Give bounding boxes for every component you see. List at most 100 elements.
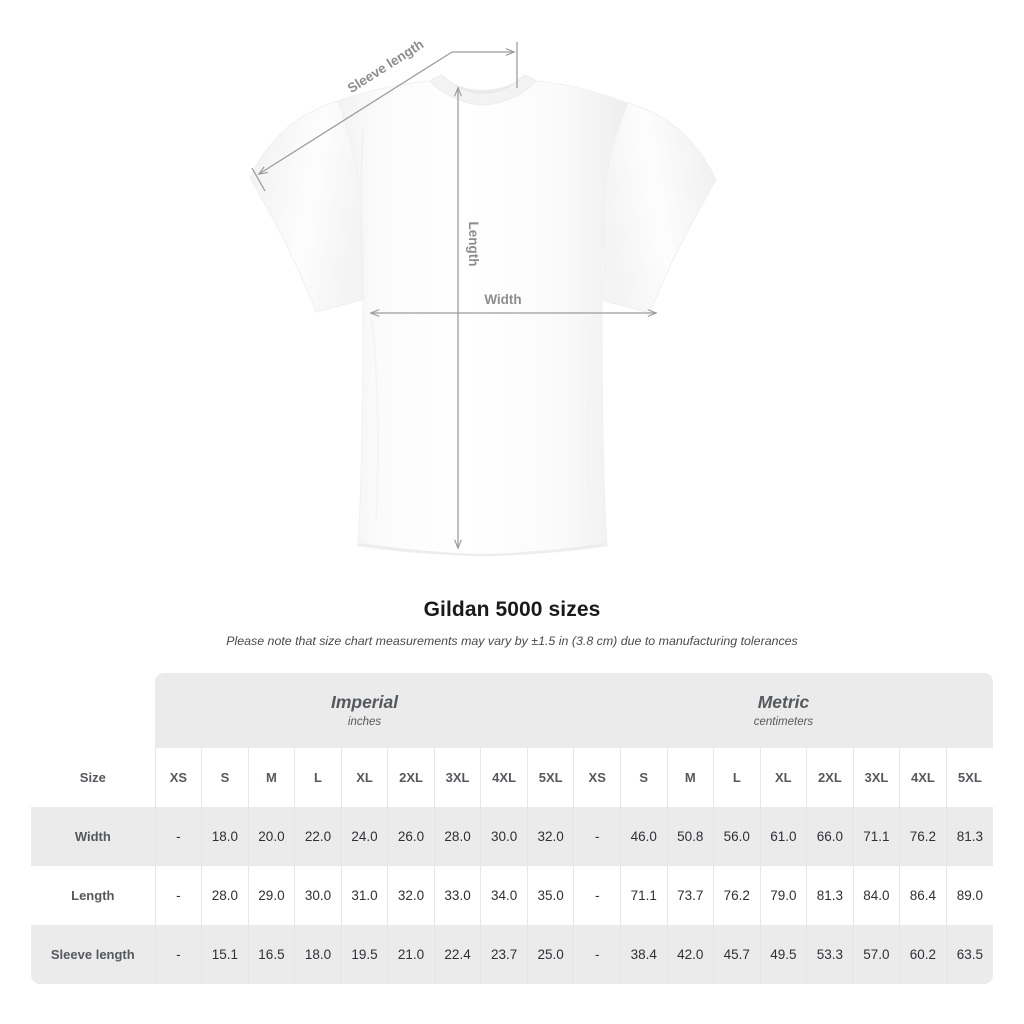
measurement-cell: 24.0 bbox=[340, 807, 388, 866]
measurement-cell: 22.4 bbox=[433, 925, 481, 984]
measurement-cell: 28.0 bbox=[201, 866, 249, 925]
size-column-header[interactable]: 4XL bbox=[480, 748, 528, 807]
length-label: Length bbox=[466, 222, 481, 267]
fold-left bbox=[370, 319, 380, 521]
width-label: Width bbox=[484, 292, 521, 307]
fold-right bbox=[586, 319, 596, 521]
tshirt-diagram: Sleeve length Length Width bbox=[249, 36, 717, 557]
measurement-cell: 19.5 bbox=[340, 925, 388, 984]
size-column-header[interactable]: 3XL bbox=[433, 748, 481, 807]
measurement-cell: 61.0 bbox=[759, 807, 807, 866]
size-column-header[interactable]: XS bbox=[573, 748, 621, 807]
measurement-cell: 63.5 bbox=[945, 925, 993, 984]
measurement-cell: 30.0 bbox=[480, 807, 528, 866]
table-row: Width -18.0 20.0 22.0 24.0 26.0 28.0 30.0 32.0-4… bbox=[31, 807, 993, 866]
measurement-cell: 76.2 bbox=[899, 807, 947, 866]
unit-system-label: Imperial bbox=[330, 692, 399, 712]
size-column-header[interactable]: 5XL bbox=[945, 748, 993, 807]
measurement-row-label: Sleeve length bbox=[31, 925, 156, 984]
measurement-cell: 42.0 bbox=[666, 925, 714, 984]
unit-band-row: Imperial inches Metric centimeters bbox=[31, 673, 993, 748]
unit-group-imperial: Imperial inches bbox=[155, 673, 574, 748]
size-column-header[interactable]: XS bbox=[154, 748, 202, 807]
size-column-header[interactable]: L bbox=[713, 748, 761, 807]
measurement-cell: 28.0 bbox=[433, 807, 481, 866]
size-header-row: Size XS S M L XL 2XL 3XL 4XL 5XL XS S M L XL 2XL 3XL 4XL 5… bbox=[31, 748, 993, 807]
measurement-cell: 23.7 bbox=[480, 925, 528, 984]
measurement-cell: 71.1 bbox=[619, 866, 667, 925]
measurement-cell: - bbox=[154, 807, 202, 866]
size-header-label: Size bbox=[31, 748, 156, 807]
measurement-cell: 30.0 bbox=[294, 866, 342, 925]
measurement-cell: 53.3 bbox=[806, 925, 854, 984]
measurement-cell: 18.0 bbox=[201, 807, 249, 866]
measurement-cell: - bbox=[573, 925, 621, 984]
tolerance-note: Please note that size chart measurements… bbox=[226, 634, 798, 648]
size-column-header[interactable]: 5XL bbox=[526, 748, 574, 807]
tshirt-illustration: Sleeve length Length Width bbox=[249, 36, 717, 557]
size-column-header[interactable]: 2XL bbox=[387, 748, 435, 807]
size-column-header[interactable]: 4XL bbox=[899, 748, 947, 807]
measurement-cell: 50.8 bbox=[666, 807, 714, 866]
shirt-shape bbox=[249, 74, 717, 557]
table-row: Sleeve length -15.1 16.5 18.0 19.5 21.0 22.4 23… bbox=[31, 925, 993, 984]
measurement-cell: 29.0 bbox=[247, 866, 295, 925]
left-sleeve bbox=[249, 100, 367, 313]
size-column-header[interactable]: S bbox=[619, 748, 667, 807]
size-column-header[interactable]: M bbox=[666, 748, 714, 807]
measurement-cell: 86.4 bbox=[899, 866, 947, 925]
unit-band-spacer bbox=[31, 673, 156, 748]
measurement-cell: 25.0 bbox=[526, 925, 574, 984]
measurement-cell: 45.7 bbox=[713, 925, 761, 984]
table-row: Length -28.0 29.0 30.0 31.0 32.0 33.0 34.0 35.0-… bbox=[31, 866, 993, 925]
measurement-cell: 81.3 bbox=[806, 866, 854, 925]
measurement-cell: 16.5 bbox=[247, 925, 295, 984]
measurement-cell: - bbox=[573, 807, 621, 866]
measurement-cell: - bbox=[154, 866, 202, 925]
size-column-header[interactable]: S bbox=[201, 748, 249, 807]
measurement-cell: 35.0 bbox=[526, 866, 574, 925]
measurement-annotations bbox=[251, 42, 658, 550]
measurement-cell: - bbox=[573, 866, 621, 925]
size-column-header[interactable]: L bbox=[294, 748, 342, 807]
right-sleeve bbox=[599, 102, 717, 314]
measurement-cell: 49.5 bbox=[759, 925, 807, 984]
measurement-cell: 56.0 bbox=[713, 807, 761, 866]
measurement-cell: 34.0 bbox=[480, 866, 528, 925]
sleeve-seam-left bbox=[360, 129, 364, 301]
table-head: Imperial inches Metric centimeters Size XS S M… bbox=[31, 673, 993, 807]
measurement-cell: 79.0 bbox=[759, 866, 807, 925]
measurement-cell: 26.0 bbox=[387, 807, 435, 866]
measurement-cell: 81.3 bbox=[945, 807, 993, 866]
size-column-header[interactable]: 3XL bbox=[852, 748, 900, 807]
measurement-row-label: Length bbox=[31, 866, 156, 925]
unit-group-metric: Metric centimeters bbox=[573, 673, 993, 748]
measurement-cell: 15.1 bbox=[201, 925, 249, 984]
size-column-header[interactable]: XL bbox=[759, 748, 807, 807]
unit-measure-label: inches bbox=[347, 716, 382, 728]
size-column-header[interactable]: 2XL bbox=[806, 748, 854, 807]
measurement-cell: 60.2 bbox=[899, 925, 947, 984]
size-column-header[interactable]: M bbox=[247, 748, 295, 807]
measurement-cell: 66.0 bbox=[806, 807, 854, 866]
measurement-cell: 76.2 bbox=[713, 866, 761, 925]
shirt-body bbox=[337, 80, 629, 556]
measurement-row-label: Width bbox=[31, 807, 156, 866]
measurement-cell: 31.0 bbox=[340, 866, 388, 925]
measurement-cell: 22.0 bbox=[294, 807, 342, 866]
measurement-cell: 32.0 bbox=[387, 866, 435, 925]
size-chart-table-container: Imperial inches Metric centimeters Size XS S M… bbox=[31, 673, 993, 984]
measurement-cell: 73.7 bbox=[666, 866, 714, 925]
size-chart-table: Imperial inches Metric centimeters Size XS S M… bbox=[31, 673, 993, 984]
measurement-cell: 33.0 bbox=[433, 866, 481, 925]
size-column-header[interactable]: XL bbox=[340, 748, 388, 807]
measurement-cell: - bbox=[154, 925, 202, 984]
measurement-cell: 21.0 bbox=[387, 925, 435, 984]
table-body: Width -18.0 20.0 22.0 24.0 26.0 28.0 30.0 32.0-4… bbox=[31, 807, 993, 984]
measurement-cell: 20.0 bbox=[247, 807, 295, 866]
collar-inner bbox=[442, 75, 524, 94]
unit-system-label: Metric bbox=[757, 692, 810, 712]
sleeve-seam-right bbox=[601, 131, 605, 302]
measurement-cell: 57.0 bbox=[852, 925, 900, 984]
measurement-cell: 18.0 bbox=[294, 925, 342, 984]
